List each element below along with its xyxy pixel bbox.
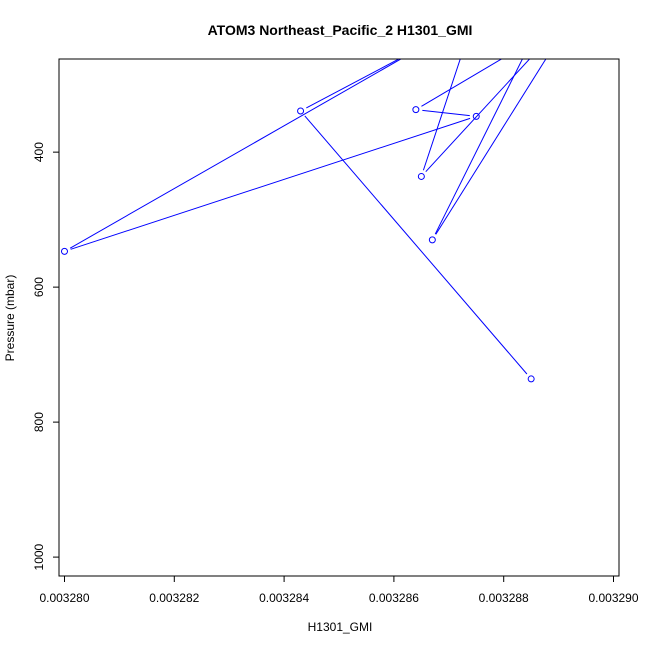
x-tick-label: 0.003280	[39, 591, 89, 605]
x-tick-label: 0.003288	[479, 591, 529, 605]
data-point	[472, 112, 480, 120]
x-axis-label: H1301_GMI	[308, 620, 373, 634]
y-tick-label: 800	[32, 412, 46, 432]
series-line-segment	[422, 109, 470, 117]
series-line-segment	[304, 115, 528, 375]
x-tick-label: 0.003282	[149, 591, 199, 605]
x-tick-label: 0.003286	[369, 591, 419, 605]
chart-title: ATOM3 Northeast_Pacific_2 H1301_GMI	[208, 22, 473, 38]
y-tick-label: 1000	[32, 543, 46, 570]
series-line-segment	[422, 59, 461, 171]
series-line-segment	[69, 59, 402, 249]
y-tick-label: 400	[32, 142, 46, 162]
data-point	[297, 107, 305, 115]
plot-frame	[58, 58, 620, 577]
series-line-segment	[306, 59, 400, 109]
x-tick-label: 0.003290	[588, 591, 638, 605]
data-point	[60, 247, 68, 255]
y-tick-label: 600	[32, 277, 46, 297]
data-point	[428, 236, 436, 244]
x-tick-label: 0.003284	[259, 591, 309, 605]
series-line-segment	[425, 59, 531, 172]
series-line-segment	[434, 59, 523, 235]
data-point	[527, 375, 535, 383]
series-layer	[60, 59, 547, 383]
series-line-segment	[70, 117, 471, 250]
data-point	[412, 106, 420, 114]
series-line-segment	[435, 59, 547, 235]
series-line-segment	[421, 59, 503, 107]
data-point	[417, 172, 425, 180]
y-axis-label: Pressure (mbar)	[3, 275, 17, 362]
